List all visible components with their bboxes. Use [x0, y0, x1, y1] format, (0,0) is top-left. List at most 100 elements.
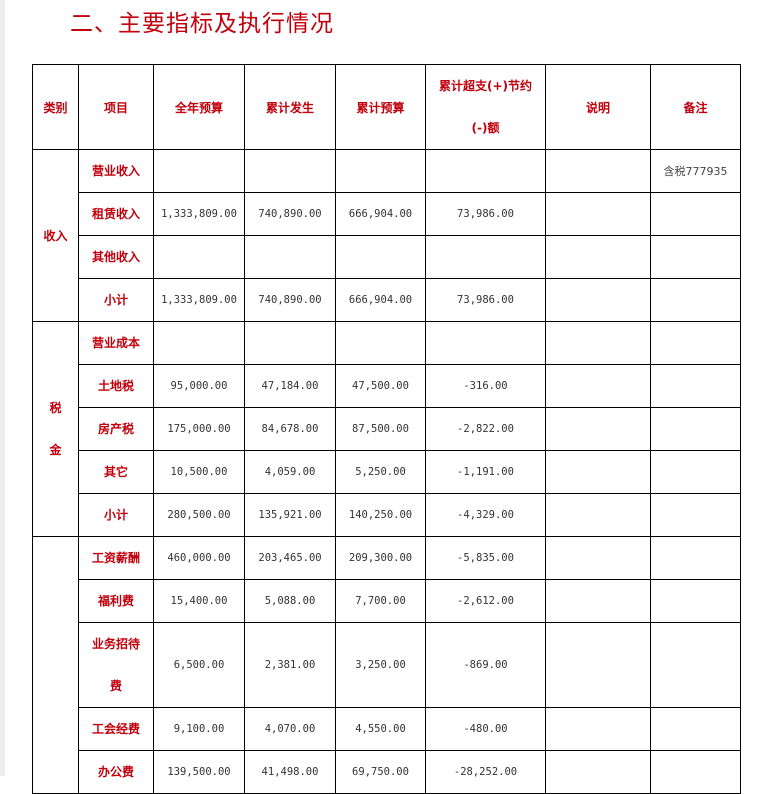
header-cumulative-actual: 累计发生 — [244, 64, 336, 150]
item-cell: 土地税 — [78, 364, 154, 408]
annual-budget-cell: 10,500.00 — [153, 450, 245, 494]
item-cell: 营业收入 — [78, 149, 154, 193]
variance-cell: -869.00 — [425, 622, 546, 708]
explanation-cell — [545, 235, 651, 279]
item-cell: 营业成本 — [78, 321, 154, 365]
remark-cell — [650, 493, 741, 537]
remark-cell — [650, 192, 741, 236]
section-title: 二、主要指标及执行情况 — [70, 11, 334, 37]
explanation-cell — [545, 364, 651, 408]
item-label: 费 — [109, 679, 122, 693]
explanation-cell — [545, 579, 651, 623]
remark-cell — [650, 450, 741, 494]
cumulative-actual-cell: 4,070.00 — [244, 707, 336, 751]
table-row: 房产税 175,000.00 84,678.00 87,500.00 -2,822.00 — [33, 407, 741, 451]
remark-cell — [650, 364, 741, 408]
item-cell: 租赁收入 — [78, 192, 154, 236]
cumulative-budget-cell: 140,250.00 — [335, 493, 426, 537]
cumulative-actual-cell: 47,184.00 — [244, 364, 336, 408]
category-cell: 收入 — [32, 149, 79, 322]
remark-cell — [650, 278, 741, 322]
annual-budget-cell: 280,500.00 — [153, 493, 245, 537]
annual-budget-cell: 15,400.00 — [153, 579, 245, 623]
table-row: 其它 10,500.00 4,059.00 5,250.00 -1,191.00 — [33, 450, 741, 494]
cumulative-budget-cell: 69,750.00 — [335, 750, 426, 794]
explanation-cell — [545, 622, 651, 708]
remark-cell — [650, 536, 741, 580]
item-cell: 业务招待费 — [78, 622, 154, 708]
cumulative-actual-cell: 135,921.00 — [244, 493, 336, 537]
remark-cell — [650, 235, 741, 279]
variance-cell: -4,329.00 — [425, 493, 546, 537]
annual-budget-cell — [153, 235, 245, 279]
variance-cell: 73,986.00 — [425, 278, 546, 322]
variance-cell: -5,835.00 — [425, 536, 546, 580]
annual-budget-cell: 95,000.00 — [153, 364, 245, 408]
variance-cell: -1,191.00 — [425, 450, 546, 494]
variance-cell — [425, 321, 546, 365]
remark-cell — [650, 707, 741, 751]
item-cell: 办公费 — [78, 750, 154, 794]
table-row: 福利费 15,400.00 5,088.00 7,700.00 -2,612.00 — [33, 579, 741, 623]
cumulative-budget-cell: 4,550.00 — [335, 707, 426, 751]
header-explanation: 说明 — [545, 64, 651, 150]
table-row: 税金 营业成本 — [32, 321, 741, 537]
table-row: 土地税 95,000.00 47,184.00 47,500.00 -316.00 — [33, 364, 741, 408]
annual-budget-cell: 9,100.00 — [153, 707, 245, 751]
item-cell: 工资薪酬 — [78, 536, 154, 580]
annual-budget-cell: 460,000.00 — [153, 536, 245, 580]
cumulative-budget-cell: 666,904.00 — [335, 192, 426, 236]
item-cell: 房产税 — [78, 407, 154, 451]
annual-budget-cell — [153, 149, 245, 193]
category-label: 金 — [49, 443, 62, 457]
variance-cell — [425, 149, 546, 193]
annual-budget-cell: 6,500.00 — [153, 622, 245, 708]
remark-cell — [650, 321, 741, 365]
category-label: 收入 — [43, 228, 68, 243]
cumulative-budget-cell: 5,250.00 — [335, 450, 426, 494]
annual-budget-cell: 139,500.00 — [153, 750, 245, 794]
annual-budget-cell — [153, 321, 245, 365]
table-row: 租赁收入 1,333,809.00 740,890.00 666,904.00 73,9… — [33, 192, 741, 236]
explanation-cell — [545, 149, 651, 193]
cumulative-actual-cell: 4,059.00 — [244, 450, 336, 494]
item-cell: 工会经费 — [78, 707, 154, 751]
explanation-cell — [545, 450, 651, 494]
cumulative-actual-cell — [244, 235, 336, 279]
left-scroll-edge — [0, 0, 5, 776]
variance-cell — [425, 235, 546, 279]
variance-cell: -2,822.00 — [425, 407, 546, 451]
variance-cell: -316.00 — [425, 364, 546, 408]
header-item: 项目 — [78, 64, 154, 150]
explanation-cell — [545, 493, 651, 537]
header-row: 类别 项目 全年预算 累计发生 累计预算 累计超支(+)节约 (-)额 说明 备… — [32, 64, 741, 150]
cumulative-budget-cell: 47,500.00 — [335, 364, 426, 408]
cumulative-budget-cell: 3,250.00 — [335, 622, 426, 708]
variance-cell: -28,252.00 — [425, 750, 546, 794]
annual-budget-cell: 175,000.00 — [153, 407, 245, 451]
explanation-cell — [545, 536, 651, 580]
cumulative-actual-cell: 84,678.00 — [244, 407, 336, 451]
item-cell: 福利费 — [78, 579, 154, 623]
table-row: 业务招待费 6,500.00 2,381.00 3,250.00 -869.00 — [33, 622, 741, 708]
cumulative-budget-cell: 209,300.00 — [335, 536, 426, 580]
header-cumulative-budget: 累计预算 — [335, 64, 426, 150]
explanation-cell — [545, 707, 651, 751]
cumulative-actual-cell: 5,088.00 — [244, 579, 336, 623]
header-annual-budget: 全年预算 — [153, 64, 245, 150]
explanation-cell — [545, 407, 651, 451]
category-label: 税 — [49, 401, 62, 415]
cumulative-budget-cell — [335, 149, 426, 193]
item-cell: 其他收入 — [78, 235, 154, 279]
cumulative-actual-cell: 41,498.00 — [244, 750, 336, 794]
item-label: 业务招待 — [91, 637, 140, 651]
cumulative-budget-cell: 87,500.00 — [335, 407, 426, 451]
variance-cell: -2,612.00 — [425, 579, 546, 623]
cumulative-actual-cell — [244, 149, 336, 193]
variance-cell: 73,986.00 — [425, 192, 546, 236]
item-cell: 小计 — [78, 278, 154, 322]
remark-cell: 含税777935 — [650, 149, 741, 193]
table-row: 办公费 139,500.00 41,498.00 69,750.00 -28,252.0… — [33, 750, 741, 794]
header-remark: 备注 — [650, 64, 741, 150]
explanation-cell — [545, 192, 651, 236]
